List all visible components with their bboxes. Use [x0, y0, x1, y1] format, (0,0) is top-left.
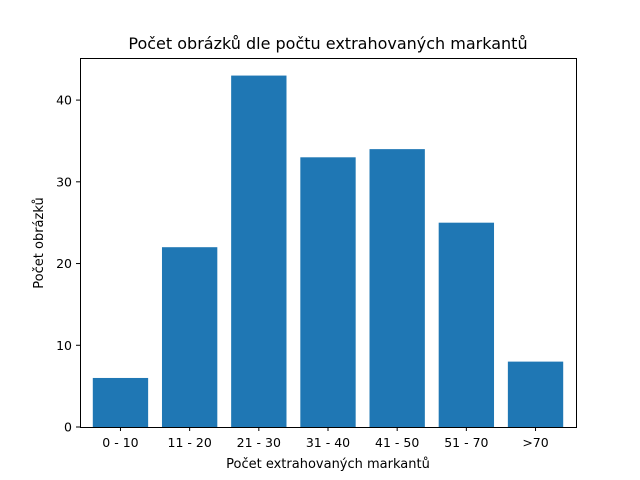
- y-axis-ticks: 0 10 20 30 40: [56, 93, 80, 435]
- bar-4: [369, 149, 425, 427]
- x-tick-label: 41 - 50: [375, 435, 419, 450]
- y-tick-label: 30: [56, 174, 72, 189]
- x-tick-label: >70: [522, 435, 548, 450]
- x-axis-ticks: 0 - 10 11 - 20 21 - 30 31 - 40 41 - 50 51 - 7…: [102, 427, 549, 450]
- x-tick-label: 31 - 40: [306, 435, 350, 450]
- y-axis-label: Počet obrázků: [32, 197, 47, 288]
- bar-6: [507, 361, 564, 427]
- bar-2: [231, 75, 287, 428]
- x-tick-label: 21 - 30: [237, 435, 281, 450]
- y-tick-label: 20: [56, 256, 72, 271]
- x-tick-label: 11 - 20: [168, 435, 212, 450]
- plot-frame: [80, 58, 577, 428]
- y-tick-label: 10: [56, 338, 72, 353]
- bar-5: [438, 222, 495, 427]
- chart-title: Počet obrázků dle počtu extrahovaných ma…: [128, 34, 527, 53]
- x-tick-label: 51 - 70: [444, 435, 488, 450]
- x-axis-label: Počet extrahovaných markantů: [226, 457, 430, 472]
- bar-1: [161, 247, 218, 427]
- y-tick-label: 40: [56, 93, 72, 108]
- x-tick-label: 0 - 10: [102, 435, 138, 450]
- bar-3: [300, 157, 356, 427]
- bar-0: [92, 377, 149, 427]
- bars-group: [92, 75, 564, 428]
- y-tick-label: 0: [64, 420, 72, 435]
